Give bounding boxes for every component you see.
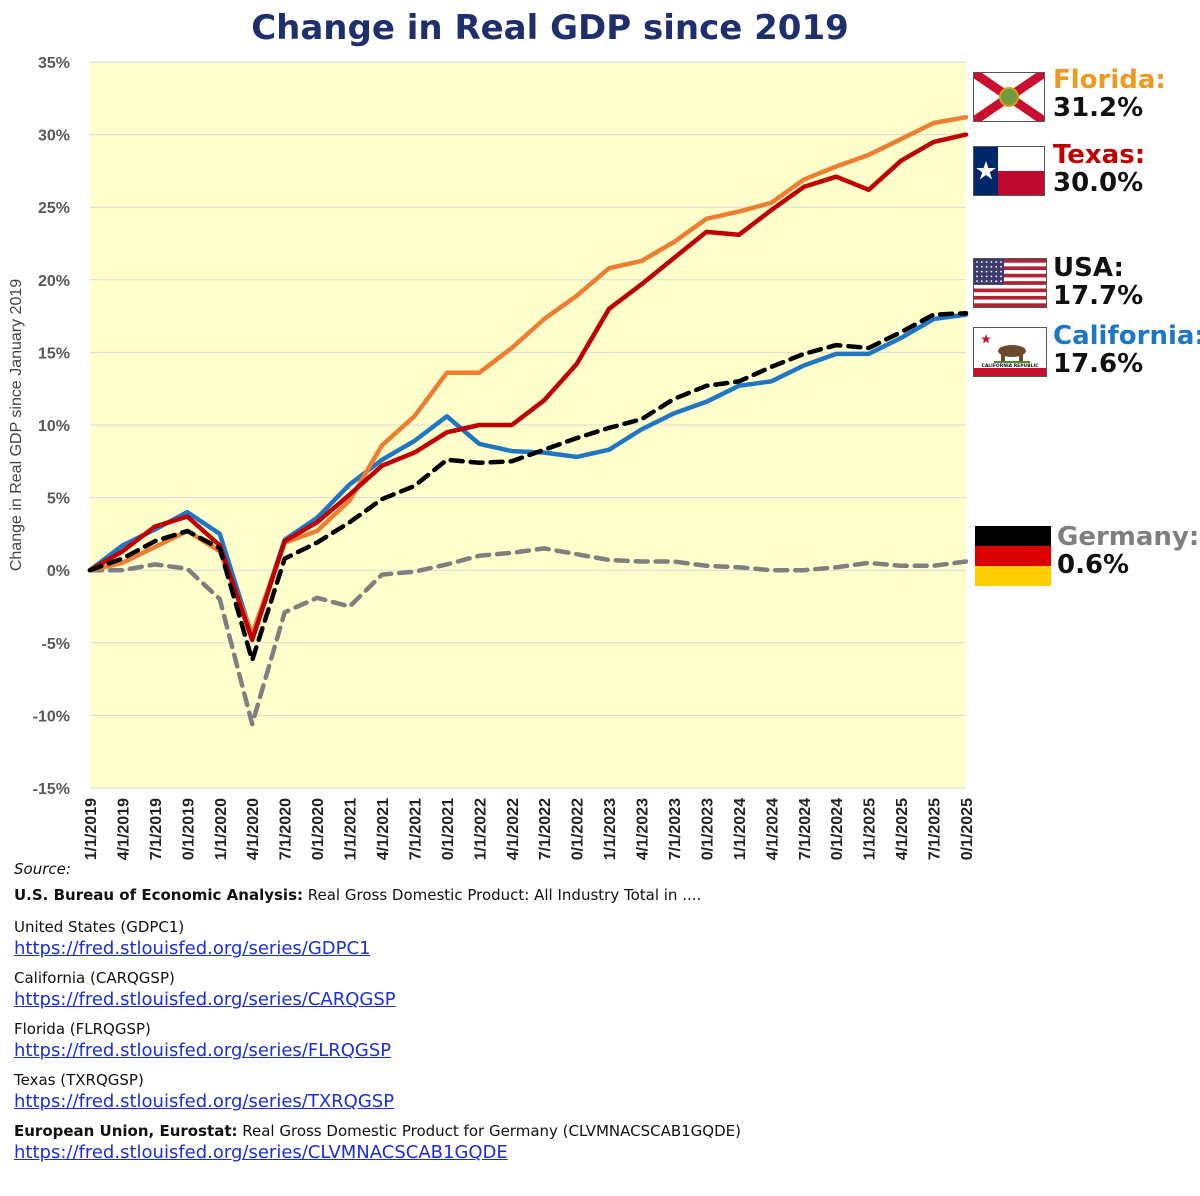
end-label-name: California:	[1053, 321, 1200, 351]
y-tick-label: 5%	[47, 491, 70, 508]
x-tick-label: 1/1/2021	[343, 798, 360, 860]
x-tick-label: 1/1/2020	[213, 798, 230, 860]
x-tick-label: 7/1/2019	[148, 798, 165, 860]
x-tick-label: 4/1/2019	[115, 798, 132, 860]
series-lines	[87, 114, 969, 727]
end-label-texas: Texas: 30.0%	[1053, 141, 1145, 197]
x-tick-label: 4/1/2023	[635, 798, 652, 860]
usa-flag-icon	[973, 258, 1047, 308]
y-tick-label: 35%	[38, 55, 70, 72]
x-tick-label: 4/1/2025	[894, 798, 911, 860]
y-tick-label: 20%	[38, 273, 70, 290]
x-tick-label: 10/1/2024	[829, 798, 846, 860]
end-label-california: California: 17.6%	[1053, 322, 1200, 378]
x-tick-label: 10/1/2019	[180, 798, 197, 860]
series-line-germany	[87, 546, 969, 727]
us-series-name: United States (GDPC1)	[14, 918, 185, 936]
x-tick-label: 7/1/2025	[927, 798, 944, 860]
series-line-california	[87, 312, 969, 640]
eurostat-source-line: European Union, Eurostat: Real Gross Dom…	[14, 1122, 1014, 1140]
x-tick-label: 10/1/2021	[440, 798, 457, 860]
de-series-link[interactable]: https://fred.stlouisfed.org/series/CLVMN…	[14, 1142, 508, 1163]
y-tick-label: 30%	[38, 128, 70, 145]
sources-section: Source: U.S. Bureau of Economic Analysis…	[14, 860, 1014, 1163]
end-label-value: 0.6%	[1057, 550, 1130, 580]
tx-series-name: Texas (TXRQGSP)	[14, 1071, 144, 1089]
y-tick-label: -5%	[42, 636, 70, 653]
end-label-value: 30.0%	[1053, 168, 1144, 198]
x-axis-ticks: 1/1/2019 4/1/2019 7/1/2019 10/1/2019 1/1/202…	[83, 798, 976, 860]
eurostat-description: Real Gross Domestic Product for Germany …	[237, 1122, 741, 1140]
chart-title: Change in Real GDP since 2019	[251, 8, 849, 48]
x-tick-label: 4/1/2024	[764, 798, 781, 860]
bea-source-line: U.S. Bureau of Economic Analysis: Real G…	[14, 886, 1014, 904]
x-tick-label: 1/1/2019	[83, 798, 100, 860]
x-tick-label: 4/1/2021	[375, 798, 392, 860]
ca-series-name: California (CARQGSP)	[14, 969, 175, 987]
us-series-link[interactable]: https://fred.stlouisfed.org/series/GDPC1	[14, 938, 371, 959]
x-tick-label: 4/1/2020	[245, 798, 262, 860]
florida-flag-icon	[973, 72, 1045, 122]
end-label-germany: Germany: 0.6%	[1057, 523, 1199, 579]
y-tick-label: 25%	[38, 200, 70, 217]
texas-flag-icon	[973, 146, 1045, 196]
eurostat-org: European Union, Eurostat:	[14, 1122, 238, 1140]
bea-org: U.S. Bureau of Economic Analysis:	[14, 886, 303, 904]
end-label-name: USA:	[1053, 253, 1124, 283]
x-tick-label: 7/1/2022	[537, 798, 554, 860]
line-chart: 35% 30% 25% 20% 15% 10% 5% 0% -5% -10% -15% 1/1/20…	[8, 55, 976, 860]
fl-series-name: Florida (FLRQGSP)	[14, 1020, 151, 1038]
end-label-name: Florida:	[1053, 65, 1166, 95]
y-tick-label: -10%	[33, 708, 70, 725]
x-tick-label: 1/1/2022	[472, 798, 489, 860]
end-label-value: 31.2%	[1053, 93, 1144, 123]
end-label-value: 17.6%	[1053, 349, 1144, 379]
x-tick-label: 4/1/2022	[505, 798, 522, 860]
x-tick-label: 10/1/2025	[959, 798, 976, 860]
end-label-name: Germany:	[1057, 522, 1200, 552]
california-flag-icon: CALIFORNIA REPUBLIC	[973, 327, 1047, 377]
germany-flag-icon	[975, 526, 1051, 586]
end-label-florida: Florida: 31.2%	[1053, 66, 1166, 122]
tx-series-link[interactable]: https://fred.stlouisfed.org/series/TXRQG…	[14, 1091, 395, 1112]
x-tick-label: 7/1/2020	[278, 798, 295, 860]
y-tick-label: 10%	[38, 418, 70, 435]
end-label-usa: USA: 17.7%	[1053, 254, 1143, 310]
end-label-value: 17.7%	[1053, 281, 1144, 311]
series-line-texas	[87, 132, 969, 643]
y-axis-label: Change in Real GDP since January 2019	[8, 279, 25, 571]
series-line-usa	[87, 310, 969, 663]
x-tick-label: 10/1/2023	[699, 798, 716, 860]
x-tick-label: 7/1/2021	[407, 798, 424, 860]
x-tick-label: 7/1/2023	[667, 798, 684, 860]
fl-series-link[interactable]: https://fred.stlouisfed.org/series/FLRQG…	[14, 1040, 392, 1061]
x-tick-label: 10/1/2022	[570, 798, 587, 860]
y-tick-label: 15%	[38, 345, 70, 362]
x-tick-label: 10/1/2020	[310, 798, 327, 860]
x-tick-label: 1/1/2025	[862, 798, 879, 860]
source-label: Source:	[14, 860, 71, 878]
bea-description: Real Gross Domestic Product: All Industr…	[303, 886, 702, 904]
x-tick-label: 7/1/2024	[797, 798, 814, 860]
y-tick-label: 0%	[47, 563, 70, 580]
y-axis-ticks: 35% 30% 25% 20% 15% 10% 5% 0% -5% -10% -15%	[33, 55, 70, 798]
california-banner-text: CALIFORNIA REPUBLIC	[982, 363, 1040, 369]
ca-series-link[interactable]: https://fred.stlouisfed.org/series/CARQG…	[14, 989, 396, 1010]
x-tick-label: 1/1/2024	[732, 798, 749, 860]
y-tick-label: -15%	[33, 781, 70, 798]
end-label-name: Texas:	[1053, 140, 1146, 170]
x-tick-label: 1/1/2023	[602, 798, 619, 860]
